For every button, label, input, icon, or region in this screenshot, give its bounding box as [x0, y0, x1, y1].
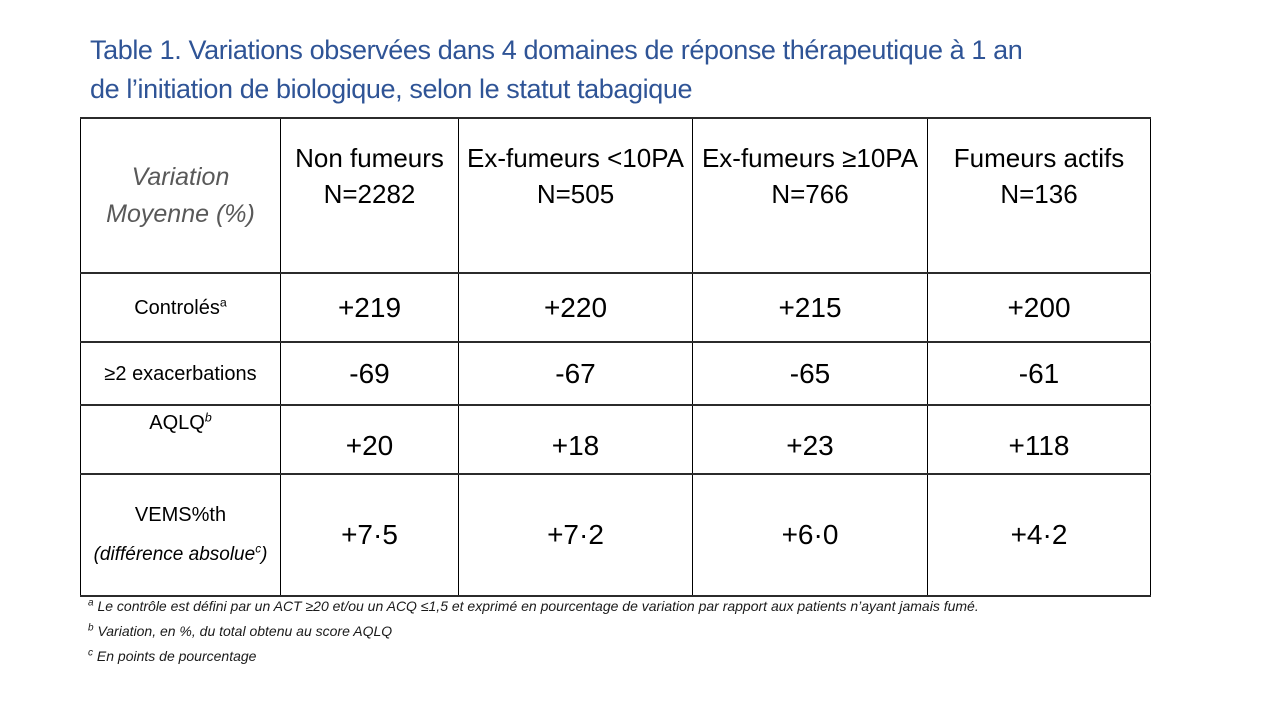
value-cell: +6·0 — [692, 473, 928, 597]
column-name: Ex-fumeurs <10PA — [466, 143, 684, 173]
column-name: Fumeurs actifs — [953, 143, 1125, 173]
row-sublabel-close: ) — [261, 544, 268, 565]
column-n: N=766 — [771, 179, 849, 209]
footnote-sup: a — [88, 597, 94, 609]
row-label-text: ≥2 exacerbations — [104, 362, 257, 385]
variation-table: Variation Moyenne (%) Non fumeurs N=2282… — [80, 117, 1151, 597]
footnote-b: b Variation, en %, du total obtenu au sc… — [88, 622, 979, 639]
corner-line-1: Variation — [131, 162, 230, 191]
column-name: Ex-fumeurs ≥10PA — [701, 143, 919, 173]
row-label-sup: a — [219, 294, 227, 309]
column-header-non-fumeurs: Non fumeurs N=2282 — [280, 117, 459, 274]
table-row-vems: VEMS%th (différence absoluec) +7·5 +7·2 … — [80, 473, 1151, 597]
row-label-text: AQLQ — [149, 412, 205, 434]
value-cell: +7·5 — [280, 473, 459, 597]
value-cell: +7·2 — [458, 473, 693, 597]
column-n: N=505 — [536, 179, 615, 209]
row-label: ≥2 exacerbations — [80, 341, 281, 406]
footnote-text: Variation, en %, du total obtenu au scor… — [97, 623, 393, 639]
title-line-2: de l’initiation de biologique, selon le … — [90, 74, 693, 104]
value-cell: +215 — [692, 272, 928, 343]
row-label-sup: c — [255, 542, 262, 556]
page-title: Table 1. Variations observées dans 4 dom… — [90, 31, 1023, 109]
value-cell: +20 — [280, 404, 459, 475]
corner-header: Variation Moyenne (%) — [80, 117, 281, 274]
value-cell: -67 — [458, 341, 693, 406]
value-cell: -65 — [692, 341, 928, 406]
row-label-text: VEMS%th — [134, 504, 227, 526]
value-cell: +220 — [458, 272, 693, 343]
table-row-controles: Controlésa +219 +220 +215 +200 — [80, 272, 1151, 343]
value-cell: +23 — [692, 404, 928, 475]
title-line-1: Table 1. Variations observées dans 4 dom… — [90, 35, 1023, 65]
row-label-sup: b — [204, 410, 212, 425]
footnote-sup: c — [88, 647, 93, 659]
value-cell: +200 — [927, 272, 1151, 343]
column-name: Non fumeurs — [295, 143, 444, 173]
value-cell: +219 — [280, 272, 459, 343]
corner-line-2: Moyenne (%) — [106, 199, 255, 228]
row-sublabel-open: (différence absolue — [93, 544, 256, 565]
column-header-ex-fumeurs-ge10pa: Ex-fumeurs ≥10PA N=766 — [692, 117, 928, 274]
column-n: N=2282 — [323, 179, 416, 209]
value-cell: -61 — [927, 341, 1151, 406]
column-header-fumeurs-actifs: Fumeurs actifs N=136 — [927, 117, 1151, 274]
footnote-sup: b — [88, 622, 94, 634]
footnote-text: Le contrôle est défini par un ACT ≥20 et… — [97, 598, 979, 614]
value-cell: +118 — [927, 404, 1151, 475]
footnote-a: a Le contrôle est défini par un ACT ≥20 … — [88, 597, 979, 614]
row-label-text: Controlés — [134, 296, 220, 319]
column-header-ex-fumeurs-lt10pa: Ex-fumeurs <10PA N=505 — [458, 117, 693, 274]
footnote-c: c En points de pourcentage — [88, 647, 979, 664]
table-row-exacerbations: ≥2 exacerbations -69 -67 -65 -61 — [80, 341, 1151, 406]
value-cell: +4·2 — [927, 473, 1151, 597]
row-label: VEMS%th (différence absoluec) — [80, 473, 281, 597]
row-label: AQLQb — [80, 404, 281, 475]
row-label-subtext: (différence absoluec) — [81, 543, 280, 567]
table-row-aqlq: AQLQb +20 +18 +23 +118 — [80, 404, 1151, 475]
value-cell: -69 — [280, 341, 459, 406]
header-row: Variation Moyenne (%) Non fumeurs N=2282… — [80, 117, 1151, 274]
row-label: Controlésa — [80, 272, 281, 343]
footnotes: a Le contrôle est défini par un ACT ≥20 … — [88, 597, 979, 674]
value-cell: +18 — [458, 404, 693, 475]
column-n: N=136 — [1000, 179, 1078, 209]
footnote-text: En points de pourcentage — [96, 648, 257, 664]
